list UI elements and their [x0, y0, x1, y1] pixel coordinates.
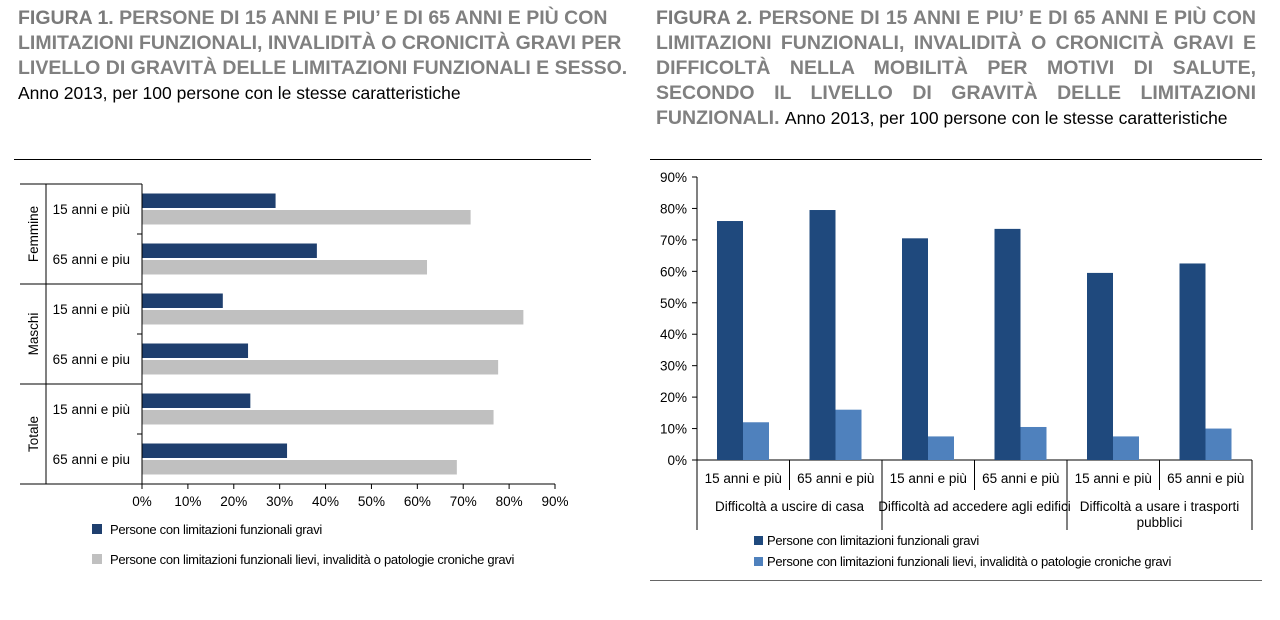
x-tick-label: 20% [220, 494, 247, 509]
bar-series-2 [835, 409, 862, 460]
category-label: 65 anni e piu [53, 452, 130, 467]
figure-1-subtitle: Anno 2013, per 100 persone con le stesse… [18, 83, 461, 103]
bar-series-2 [1205, 428, 1232, 460]
bar-series-2 [928, 436, 954, 460]
legend-swatch [92, 524, 102, 534]
group-label: Difficoltà a uscire di casa [715, 499, 865, 514]
bar-series-2 [142, 210, 471, 225]
y-tick-label: 40% [660, 327, 687, 342]
figure-1-top-rule [14, 159, 591, 160]
y-tick-label: 20% [660, 390, 687, 405]
legend-label: Persone con limitazioni funzionali gravi [767, 533, 979, 548]
x-tick-label: 70% [450, 494, 477, 509]
group-label: Difficoltà a usare i trasporti pubblici [1080, 499, 1240, 530]
bar-series-1 [142, 193, 276, 208]
bar-series-1 [1087, 272, 1113, 460]
bar-series-1 [717, 221, 743, 460]
bar-series-2 [142, 460, 457, 475]
legend-swatch [754, 536, 763, 545]
y-tick-label: 30% [660, 359, 687, 374]
x-tick-label: 40% [312, 494, 339, 509]
category-label: 65 anni e più [1167, 471, 1244, 486]
category-label: 65 anni e piu [53, 252, 130, 267]
category-label: 15 anni e più [705, 471, 782, 486]
bar-series-1 [994, 228, 1021, 460]
figure-2-title: FIGURA 2. PERSONE DI 15 ANNI E PIU’ E DI… [656, 6, 1256, 131]
category-label: 15 anni e più [890, 471, 967, 486]
bar-series-1 [142, 343, 249, 358]
bar-series-1 [142, 293, 223, 308]
bar-series-1 [142, 443, 288, 458]
figure-1-title-text: PERSONE DI 15 ANNI E PIU’ E DI 65 ANNI E… [18, 7, 628, 79]
x-tick-label: 80% [496, 494, 523, 509]
y-tick-label: 50% [660, 296, 687, 311]
x-tick-label: 30% [266, 494, 293, 509]
bar-series-2 [142, 260, 428, 275]
chart-1: 0% 10% 20% 30% 40% 50% 60% 70% 80% 90% Femmine 15 a… [20, 183, 569, 567]
legend-label: Persone con limitazioni funzionali lievi… [767, 554, 1172, 569]
category-label: 15 anni e più [53, 402, 130, 417]
category-label: 65 anni e piu [53, 352, 130, 367]
bar-series-2 [743, 422, 769, 460]
chart-2: 0% 10% 20% 30% 40% 50% 60% 70% 80% 90% 15 anni e p… [660, 170, 1253, 569]
figure-2-subtitle: Anno 2013, per 100 persone con le stesse… [784, 108, 1228, 128]
figure-2-label: FIGURA 2. [656, 7, 753, 29]
y-tick-label: 70% [660, 233, 687, 248]
x-tick-label: 0% [132, 494, 152, 509]
group-label: Difficoltà ad accedere agli edifici [878, 499, 1071, 514]
figure-1-title: FIGURA 1. PERSONE DI 15 ANNI E PIU’ E DI… [18, 6, 638, 106]
bar-series-2 [1113, 436, 1139, 460]
bar-series-1 [1179, 263, 1206, 460]
bar-series-1 [902, 238, 928, 460]
y-tick-label: 0% [667, 453, 687, 468]
y-tick-label: 90% [660, 170, 687, 185]
bar-series-1 [142, 393, 251, 408]
x-tick-label: 10% [174, 494, 201, 509]
legend-swatch [92, 554, 102, 564]
bar-series-2 [142, 410, 494, 425]
bar-series-2 [142, 310, 524, 325]
figure-1-label: FIGURA 1. [18, 7, 114, 29]
x-tick-label: 50% [358, 494, 385, 509]
category-label: 15 anni e più [53, 202, 130, 217]
figure-2-title-text: PERSONE DI 15 ANNI E PIU’ E DI 65 ANNI E… [656, 7, 1256, 129]
x-tick-label: 90% [541, 494, 568, 509]
category-label: 65 anni e più [982, 471, 1059, 486]
legend-label: Persone con limitazioni funzionali lievi… [110, 552, 515, 567]
x-tick-label: 60% [404, 494, 431, 509]
legend-swatch [754, 557, 763, 566]
figure-2-bottom-rule [650, 580, 1262, 581]
group-label: Maschi [26, 313, 41, 356]
legend-label: Persone con limitazioni funzionali gravi [110, 522, 322, 537]
category-label: 15 anni e più [53, 302, 130, 317]
group-label: Totale [26, 416, 41, 452]
bar-series-1 [142, 243, 317, 258]
bar-series-2 [1020, 426, 1047, 460]
category-label: 15 anni e più [1075, 471, 1152, 486]
figure-2-top-rule [650, 159, 1262, 160]
group-label: Femmine [26, 206, 41, 262]
y-tick-label: 80% [660, 201, 687, 216]
bar-series-1 [809, 210, 836, 460]
category-label: 65 anni e più [797, 471, 874, 486]
bar-series-2 [142, 360, 499, 375]
y-tick-label: 60% [660, 264, 687, 279]
y-tick-label: 10% [660, 422, 687, 437]
